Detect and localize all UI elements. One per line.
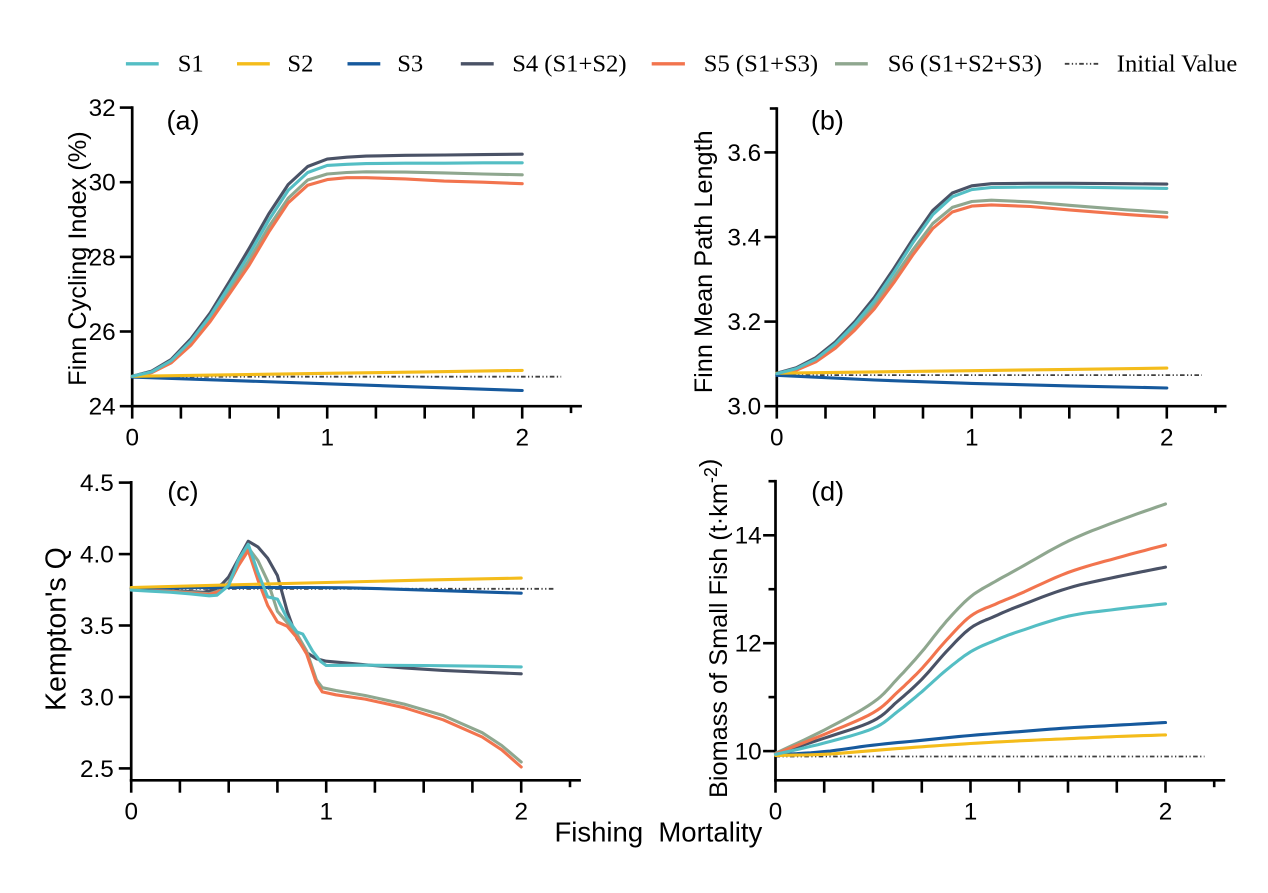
svg-text:1: 1 [320, 425, 334, 452]
svg-text:1: 1 [965, 425, 979, 452]
svg-text:S2: S2 [287, 51, 313, 78]
svg-text:1: 1 [964, 799, 978, 826]
svg-text:S6 (S1+S2+S3): S6 (S1+S2+S3) [888, 51, 1042, 78]
svg-text:3.4: 3.4 [727, 224, 761, 251]
svg-text:28: 28 [89, 244, 116, 271]
svg-text:S4 (S1+S2): S4 (S1+S2) [512, 51, 626, 78]
svg-text:30: 30 [89, 170, 116, 197]
svg-text:10: 10 [735, 739, 762, 766]
svg-text:0: 0 [125, 425, 139, 452]
svg-text:S5 (S1+S3): S5 (S1+S3) [704, 51, 818, 78]
svg-text:4.5: 4.5 [80, 470, 114, 497]
svg-text:S3: S3 [397, 51, 423, 78]
svg-text:12: 12 [735, 631, 762, 658]
svg-text:4.0: 4.0 [80, 542, 114, 569]
svg-text:32: 32 [89, 95, 116, 122]
svg-text:0: 0 [769, 799, 783, 826]
svg-text:Fishing Mortality: Fishing Mortality [554, 816, 762, 847]
svg-text:2: 2 [1160, 425, 1174, 452]
svg-text:(b): (b) [811, 106, 844, 136]
svg-text:Finn Mean Path Length: Finn Mean Path Length [690, 130, 718, 393]
svg-text:3.6: 3.6 [727, 140, 761, 167]
svg-text:14: 14 [735, 523, 762, 550]
svg-text:3.2: 3.2 [727, 309, 761, 336]
svg-text:3.5: 3.5 [80, 613, 114, 640]
svg-text:S1: S1 [178, 51, 204, 78]
svg-text:3.0: 3.0 [80, 684, 114, 711]
svg-text:Initial Value: Initial Value [1117, 51, 1238, 78]
svg-text:(a): (a) [167, 106, 200, 136]
svg-text:2: 2 [514, 799, 528, 826]
svg-text:(d): (d) [811, 476, 844, 506]
svg-text:24: 24 [89, 394, 116, 421]
svg-text:0: 0 [124, 799, 138, 826]
svg-text:(c): (c) [167, 476, 198, 506]
svg-text:0: 0 [770, 425, 784, 452]
svg-text:3.0: 3.0 [727, 394, 761, 421]
svg-text:26: 26 [89, 319, 116, 346]
svg-text:1: 1 [319, 799, 333, 826]
svg-text:Finn Cycling Index (%): Finn Cycling Index (%) [64, 131, 92, 385]
svg-text:2: 2 [1159, 799, 1173, 826]
svg-text:2: 2 [515, 425, 529, 452]
svg-text:2.5: 2.5 [80, 756, 114, 783]
svg-text:Kempton's Q: Kempton's Q [40, 547, 72, 711]
